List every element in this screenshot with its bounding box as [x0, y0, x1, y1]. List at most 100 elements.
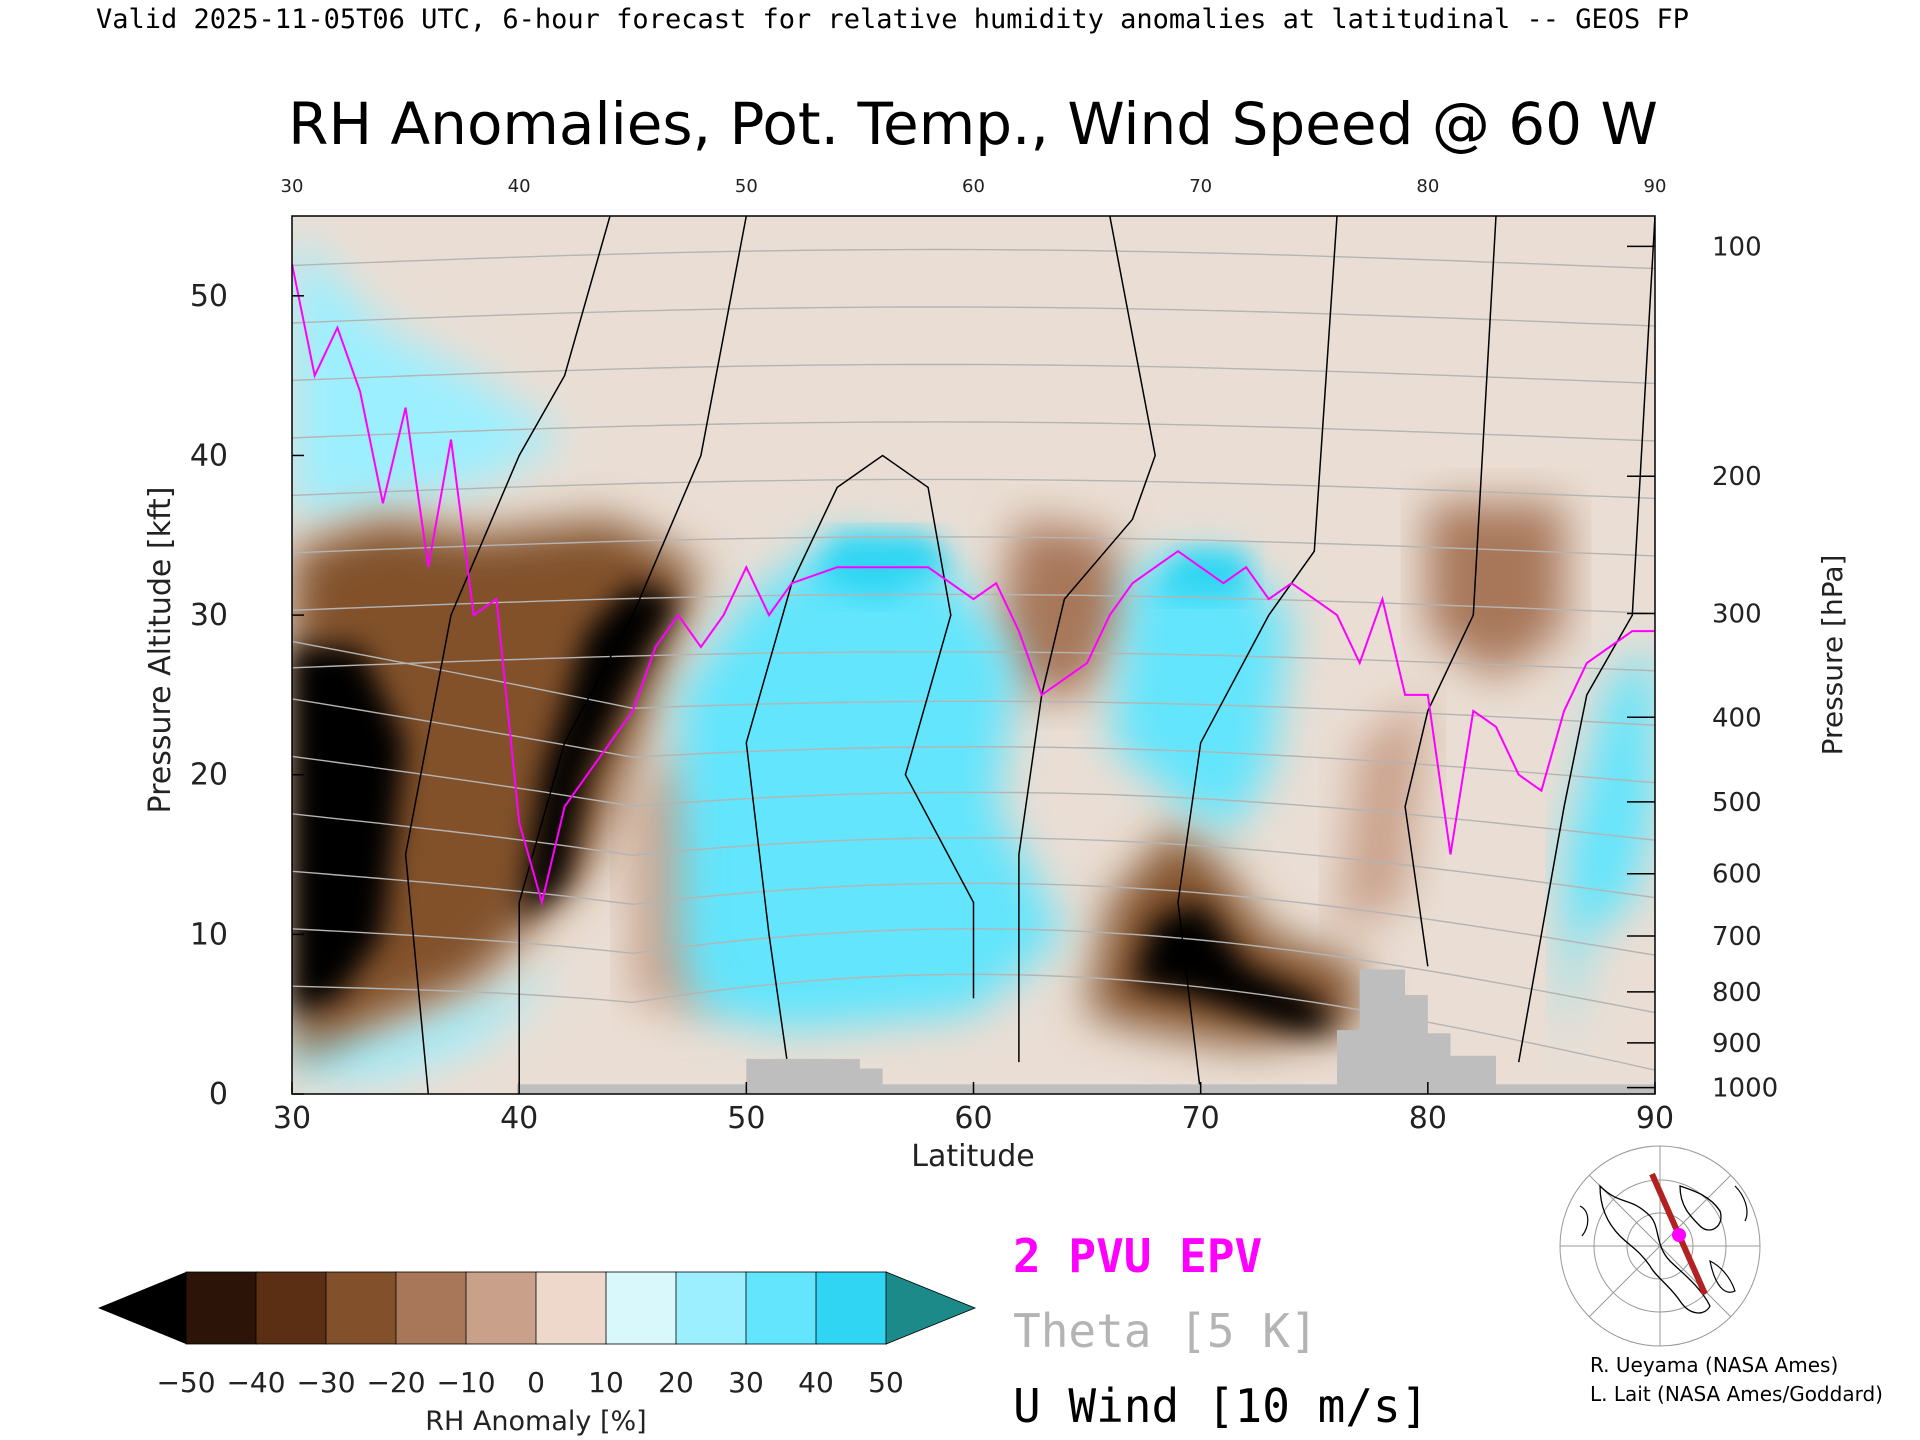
pressure-tick-label: 1000: [1712, 1074, 1778, 1104]
chart-title: RH Anomalies, Pot. Temp., Wind Speed @ 6…: [288, 90, 1658, 158]
colorbar-tick-label: −10: [436, 1366, 495, 1399]
x-axis-label: Latitude: [911, 1139, 1034, 1174]
rh-anomaly-region: [292, 647, 406, 1015]
u-wind-contour: [1404, 216, 1497, 967]
epv-2pvu-line: [292, 263, 1655, 907]
theta-contour-380: [292, 478, 1655, 500]
rh-anomaly-region: [1155, 551, 1247, 600]
colorbar-bin: [745, 1271, 817, 1345]
colorbar-tick-label: 50: [868, 1366, 904, 1399]
theta-contour-350: [292, 651, 1655, 672]
section-marker: [1672, 1228, 1686, 1242]
terrain-mask: [292, 969, 1655, 1094]
rh-anomaly-region: [678, 535, 1065, 1031]
u-wind-contour: [1018, 216, 1156, 1063]
u-wind-contour: [745, 454, 975, 1094]
pressure-tick-label: 500: [1712, 788, 1762, 818]
pressure-tick-label: 200: [1712, 462, 1762, 492]
colorbar-high-triangle: [885, 1271, 977, 1345]
y-axis-right-label: Pressure [hPa]: [1816, 555, 1849, 756]
colorbar-bin: [395, 1271, 467, 1345]
pressure-tick-label: 300: [1712, 599, 1762, 629]
colorbar-bin: [605, 1271, 677, 1345]
theta-contour-360: [292, 593, 1655, 614]
colorbar-tick-label: 30: [728, 1366, 764, 1399]
theta-contour-370: [292, 536, 1655, 557]
colorbar-tick-label: −30: [296, 1366, 355, 1399]
pressure-tick-label: 600: [1712, 860, 1762, 890]
u-wind-contours: [404, 216, 1655, 1094]
x-axis-top: 30 40 50 60 70 80 90: [281, 176, 1667, 197]
u-wind-contour: [518, 216, 748, 1094]
colorbar-tick-label: 0: [527, 1366, 545, 1399]
terrain-surface: [292, 969, 1655, 1094]
header-text: Valid 2025-11-05T06 UTC, 6-hour forecast…: [96, 4, 1689, 35]
theta-contour-390: [292, 421, 1655, 442]
pressure-tick-label: 700: [1712, 922, 1762, 952]
legend-epv: 2 PVU EPV: [1013, 1229, 1262, 1283]
pressure-tick-label: 900: [1712, 1029, 1762, 1059]
credit-line-2: L. Lait (NASA Ames/Goddard): [1590, 1382, 1883, 1406]
colorbar-tick-label: 40: [798, 1366, 834, 1399]
rh-anomaly-region: [292, 966, 565, 1079]
theta-contour-410: [292, 306, 1655, 327]
y-tick-label: 0: [209, 1077, 228, 1112]
colorbar-ticks: −50 −40 −30 −20 −10 0 10 20 30 40 50: [156, 1366, 903, 1399]
y-tick-label: 50: [190, 279, 228, 314]
rh-anomaly-region: [996, 519, 1133, 695]
theta-contour-320: [292, 755, 1655, 841]
rh-anomaly-region: [1427, 503, 1565, 679]
colorbar-bin: [675, 1271, 747, 1345]
x-tick-label: 50: [727, 1101, 765, 1136]
theta-contour-300: [292, 870, 1655, 956]
theta-contour-420: [292, 248, 1655, 270]
colorbar: [98, 1271, 977, 1345]
colorbar-label: RH Anomaly [%]: [425, 1406, 646, 1437]
x-tick-label: 30: [273, 1101, 311, 1136]
colorbar-bin: [815, 1271, 887, 1345]
u-wind-contour: [1517, 216, 1655, 1063]
x-top-tick-label: 50: [735, 176, 758, 197]
colorbar-tick-label: −20: [366, 1366, 425, 1399]
y-tick-label: 40: [190, 438, 228, 473]
colorbar-tick-label: −50: [156, 1366, 215, 1399]
colorbar-bin: [255, 1271, 327, 1345]
colorbar-tick-label: 10: [588, 1366, 624, 1399]
x-top-tick-label: 90: [1644, 176, 1667, 197]
y-axis-left: 0 10 20 30 40 50: [190, 279, 304, 1112]
u-wind-contour: [1177, 216, 1338, 1094]
y-tick-label: 30: [190, 598, 228, 633]
rh-anomaly-region: [1564, 647, 1655, 1047]
plot-area: [291, 215, 1656, 1095]
colorbar-tick-label: 20: [658, 1366, 694, 1399]
theta-contour-310: [292, 813, 1655, 899]
rh-anomaly-region: [1109, 551, 1292, 839]
legend: 2 PVU EPV Theta [5 K] U Wind [10 m/s]: [1013, 1229, 1428, 1433]
polar-map-icon: [1559, 1145, 1761, 1347]
colorbar-bin: [535, 1271, 607, 1345]
y-axis-label: Pressure Altitude [kft]: [143, 487, 178, 814]
colorbar-bin: [465, 1271, 537, 1345]
x-tick-label: 40: [500, 1101, 538, 1136]
pressure-tick-marks: [1627, 245, 1655, 1089]
y-tick-label: 20: [190, 758, 228, 793]
x-tick-label: 90: [1636, 1101, 1674, 1136]
y-axis-right: 100 200 300 400 500 600 700 800 900 1000: [1712, 232, 1778, 1103]
x-top-tick-label: 60: [962, 176, 985, 197]
colorbar-bin: [185, 1271, 257, 1345]
pressure-tick-label: 400: [1712, 703, 1762, 733]
x-top-tick-label: 30: [281, 176, 304, 197]
colorbar-tick-label: −40: [226, 1366, 285, 1399]
u-wind-contour: [404, 216, 611, 1094]
legend-theta: Theta [5 K]: [1013, 1304, 1318, 1358]
x-tick-label: 60: [954, 1101, 992, 1136]
x-top-tick-label: 40: [508, 176, 531, 197]
pressure-tick-label: 800: [1712, 978, 1762, 1008]
legend-uwind: U Wind [10 m/s]: [1013, 1379, 1428, 1433]
pressure-tick-label: 100: [1712, 232, 1762, 262]
x-tick-label: 80: [1409, 1101, 1447, 1136]
theta-contour-330: [292, 698, 1655, 784]
y-tick-label: 10: [190, 917, 228, 952]
x-top-tick-label: 70: [1189, 176, 1212, 197]
